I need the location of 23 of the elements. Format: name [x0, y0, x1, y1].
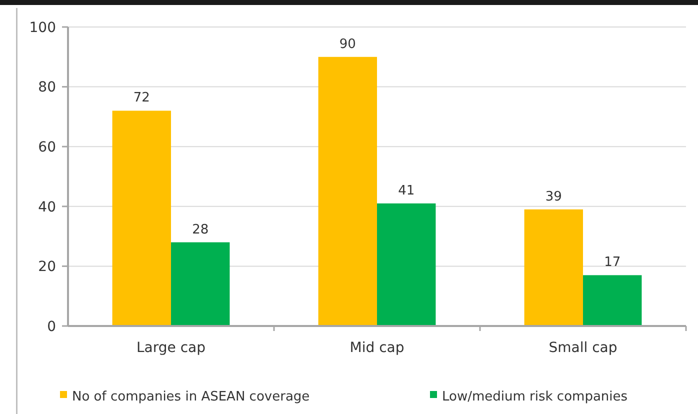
y-tick-label: 100: [29, 20, 56, 36]
bar: [524, 209, 583, 326]
bar: [318, 56, 377, 326]
legend-label: Low/medium risk companies: [442, 390, 628, 405]
bar: [583, 275, 642, 326]
legend-label: No of companies in ASEAN coverage: [72, 390, 310, 405]
data-label: 72: [133, 90, 150, 106]
x-tick-label: Small cap: [548, 340, 618, 356]
bar: [171, 242, 230, 326]
y-tick-label: 20: [38, 259, 56, 276]
data-label: 39: [545, 189, 562, 204]
data-label: 28: [192, 222, 209, 238]
y-tick-label: 60: [38, 140, 56, 156]
data-label: 90: [339, 36, 356, 52]
x-tick-label: Large cap: [136, 340, 206, 356]
data-label: 17: [604, 255, 621, 270]
y-tick-label: 0: [47, 318, 56, 335]
x-tick-label: Mid cap: [350, 340, 404, 356]
y-tick-label: 80: [38, 80, 56, 96]
bar: [112, 110, 171, 326]
bar: [377, 203, 436, 326]
y-tick-label: 40: [38, 199, 56, 216]
data-label: 41: [398, 183, 415, 198]
